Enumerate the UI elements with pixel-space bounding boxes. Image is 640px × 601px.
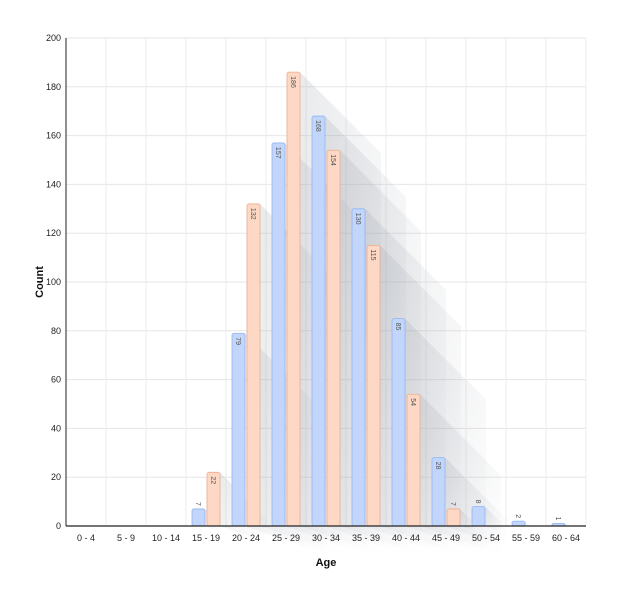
bar (191, 508, 206, 527)
data-label: 7 (449, 502, 456, 506)
x-tick-label: 60 - 64 (552, 533, 580, 543)
data-label: 2 (514, 514, 521, 518)
x-tick-label: 5 - 9 (117, 533, 135, 543)
y-tick-label: 0 (56, 521, 61, 531)
bar (231, 332, 246, 527)
data-label: 186 (289, 76, 296, 88)
data-label: 7 (194, 502, 201, 506)
x-tick-label: 50 - 54 (472, 533, 500, 543)
data-label: 157 (274, 147, 281, 159)
bar (366, 244, 381, 527)
data-label: 1 (554, 517, 561, 521)
data-label: 115 (369, 249, 376, 260)
data-label: 79 (234, 337, 241, 345)
x-axis-title: Age (316, 557, 337, 569)
y-tick-label: 100 (46, 277, 61, 287)
bar (391, 318, 406, 527)
bar (511, 520, 526, 527)
data-label: 132 (249, 208, 256, 220)
y-tick-label: 180 (46, 82, 61, 92)
x-tick-label: 25 - 29 (272, 533, 300, 543)
x-tick-label: 45 - 49 (432, 533, 460, 543)
x-tick-label: 20 - 24 (232, 533, 260, 543)
y-tick-label: 120 (46, 228, 61, 238)
y-tick-label: 160 (46, 131, 61, 141)
y-tick-label: 20 (51, 472, 61, 482)
x-tick-label: 35 - 39 (352, 533, 380, 543)
x-tick-label: 10 - 14 (152, 533, 180, 543)
data-label: 168 (314, 120, 321, 132)
bar (446, 508, 461, 527)
bar (471, 506, 486, 527)
axes (65, 38, 586, 527)
bar (311, 115, 326, 527)
bar (271, 142, 286, 527)
y-tick-label: 80 (51, 326, 61, 336)
data-labels: 7 79 157 168 130 85 28 8 2 1 22 132 186 154 115 54 7 (194, 76, 561, 520)
bar (286, 71, 301, 527)
data-label: 85 (394, 323, 401, 331)
x-tick-label: 30 - 34 (312, 533, 340, 543)
y-tick-label: 60 (51, 375, 61, 385)
data-label: 8 (474, 500, 481, 504)
y-tick-label: 200 (46, 33, 61, 43)
bars (191, 71, 566, 527)
y-tick-label: 140 (46, 179, 61, 189)
data-label: 54 (409, 398, 416, 406)
y-axis-title: Count (34, 266, 46, 298)
x-tick-labels: 0 - 4 5 - 9 10 - 14 15 - 19 20 - 24 25 - 29 30… (77, 533, 580, 543)
x-tick-label: 0 - 4 (77, 533, 95, 543)
bar (351, 208, 366, 527)
data-label: 28 (434, 462, 441, 470)
bar (246, 203, 261, 527)
data-label: 154 (329, 154, 336, 166)
data-label: 22 (209, 476, 216, 484)
data-label: 130 (354, 213, 361, 225)
x-tick-label: 15 - 19 (192, 533, 220, 543)
x-tick-label: 55 - 59 (512, 533, 540, 543)
x-tick-label: 40 - 44 (392, 533, 420, 543)
y-tick-label: 40 (51, 423, 61, 433)
bar (326, 149, 341, 527)
bar (406, 393, 421, 527)
y-tick-labels: 0 20 40 60 80 100 120 140 160 180 200 (46, 33, 61, 531)
